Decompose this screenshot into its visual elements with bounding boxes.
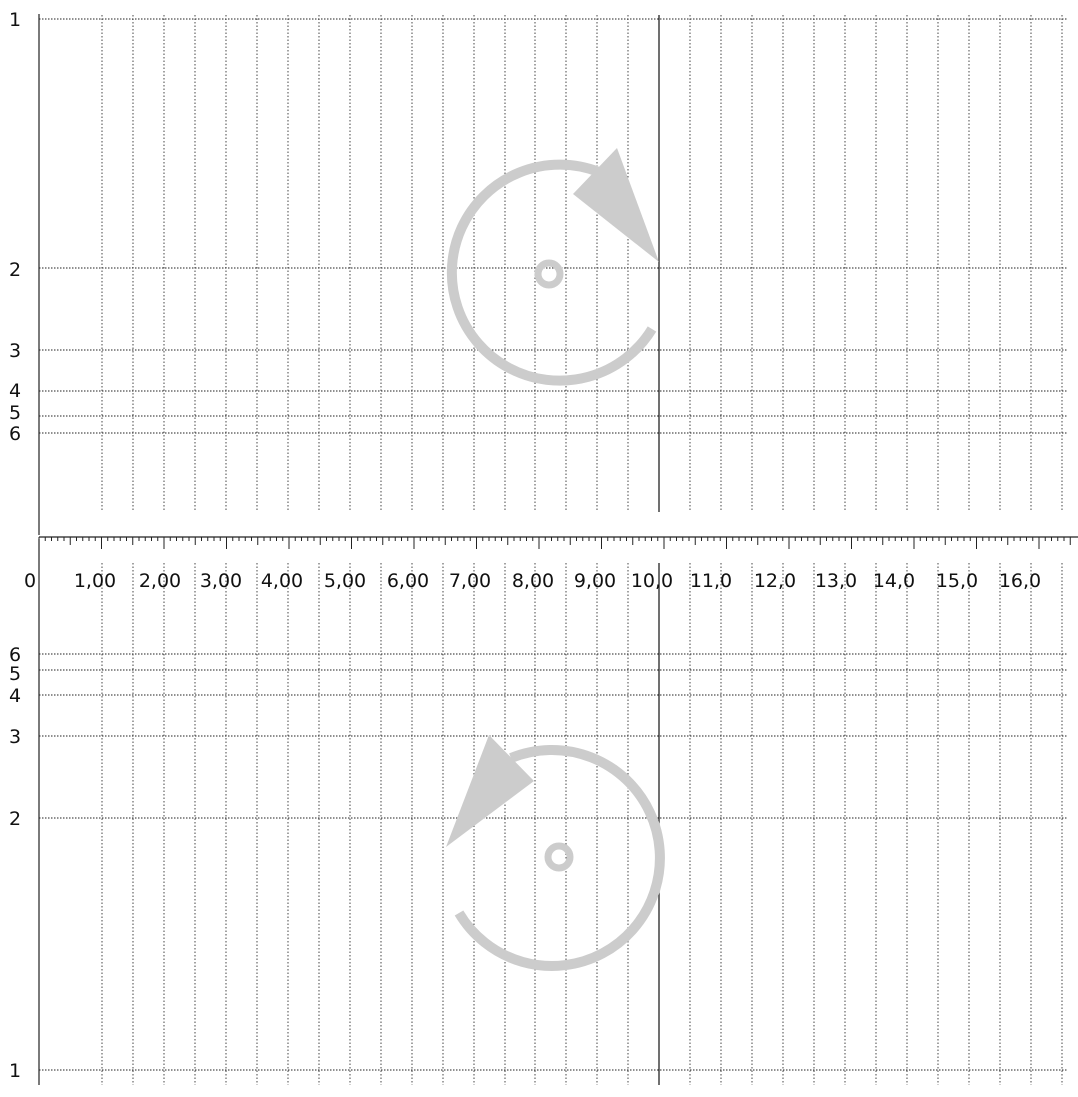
scale-label: 3,00	[200, 570, 242, 592]
top-rotation-arrowhead	[573, 148, 659, 262]
grid-layer	[38, 14, 1078, 1085]
bottom-row-label: 6	[9, 644, 21, 666]
scale-label: 9,00	[574, 570, 616, 592]
bottom-rotation-arc	[454, 744, 665, 971]
top-row-label: 5	[9, 402, 21, 424]
rotate-clockwise-icon	[446, 148, 659, 386]
top-row-label: 1	[9, 9, 21, 31]
scale-label: 15,0	[936, 570, 978, 592]
symbol-layer	[446, 148, 665, 971]
bottom-row-label: 3	[9, 726, 21, 748]
bottom-row-label: 5	[9, 663, 21, 685]
scale-label: 8,00	[512, 570, 554, 592]
scale-label: 4,00	[261, 570, 303, 592]
scale-label: 6,00	[387, 570, 429, 592]
label-layer: 0 1,00 2,00 3,00 4,00 5,00 6,00 7,00 8,00 9,00 10,…	[9, 9, 1041, 1082]
scale-label: 13,0	[815, 570, 857, 592]
scale-label: 16,0	[999, 570, 1041, 592]
scale-label: 12,0	[754, 570, 796, 592]
scale-label: 2,00	[139, 570, 181, 592]
scale-label: 5,00	[324, 570, 366, 592]
top-row-label: 3	[9, 340, 21, 362]
bottom-rotation-arrowhead	[446, 735, 534, 847]
scale-label: 1,00	[74, 570, 116, 592]
scale-label: 7,00	[449, 570, 491, 592]
scale-label: 11,0	[690, 570, 732, 592]
scale-label: 14,0	[873, 570, 915, 592]
bottom-row-label: 2	[9, 808, 21, 830]
top-row-label: 6	[9, 423, 21, 445]
bottom-row-label: 1	[9, 1060, 21, 1082]
top-row-label: 2	[9, 259, 21, 281]
bottom-center-ring	[544, 842, 574, 872]
rotate-counterclockwise-icon	[446, 735, 665, 971]
top-rotation-arc	[446, 159, 657, 386]
scale-label: 0	[24, 570, 36, 592]
top-center-ring	[534, 259, 564, 289]
top-row-label: 4	[9, 380, 21, 402]
scale-label: 10,0	[631, 570, 673, 592]
bottom-row-label: 4	[9, 685, 21, 707]
